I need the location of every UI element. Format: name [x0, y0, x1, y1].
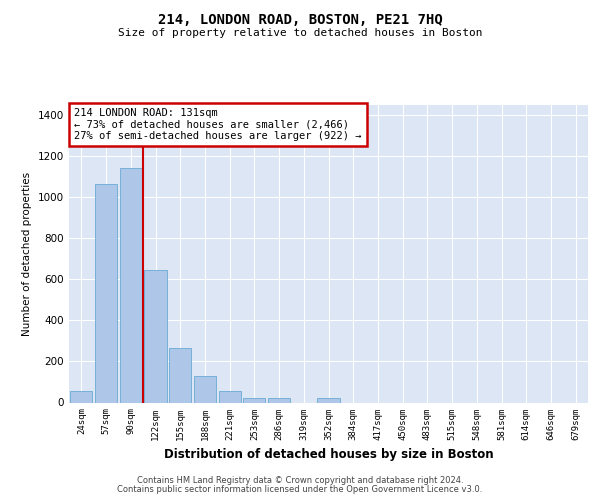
Bar: [218, 391, 241, 402]
Bar: [95, 184, 117, 402]
Text: Size of property relative to detached houses in Boston: Size of property relative to detached ho…: [118, 28, 482, 38]
Text: 214, LONDON ROAD, BOSTON, PE21 7HQ: 214, LONDON ROAD, BOSTON, PE21 7HQ: [158, 12, 442, 26]
Y-axis label: Number of detached properties: Number of detached properties: [22, 172, 32, 336]
Bar: [317, 398, 340, 402]
Bar: [194, 376, 216, 402]
Bar: [169, 348, 191, 403]
Bar: [70, 391, 92, 402]
X-axis label: Distribution of detached houses by size in Boston: Distribution of detached houses by size …: [164, 448, 493, 461]
Bar: [268, 398, 290, 402]
Text: 214 LONDON ROAD: 131sqm
← 73% of detached houses are smaller (2,466)
27% of semi: 214 LONDON ROAD: 131sqm ← 73% of detache…: [74, 108, 362, 141]
Text: Contains HM Land Registry data © Crown copyright and database right 2024.: Contains HM Land Registry data © Crown c…: [137, 476, 463, 485]
Text: Contains public sector information licensed under the Open Government Licence v3: Contains public sector information licen…: [118, 485, 482, 494]
Bar: [119, 168, 142, 402]
Bar: [243, 398, 265, 402]
Bar: [145, 270, 167, 402]
